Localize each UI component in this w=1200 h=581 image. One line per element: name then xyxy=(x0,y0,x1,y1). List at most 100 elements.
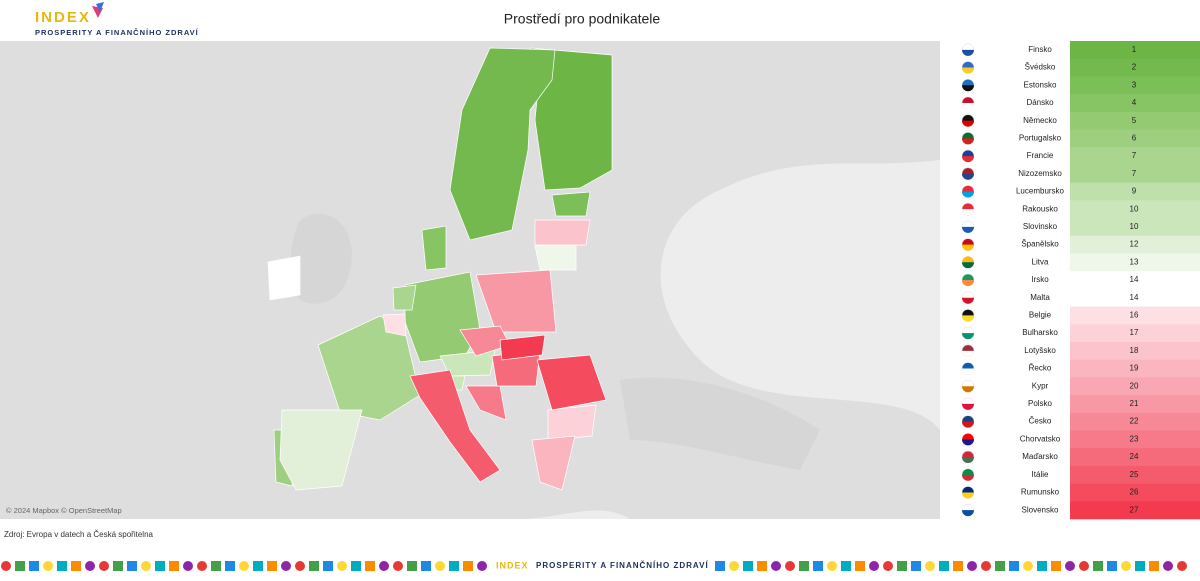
flag xyxy=(962,85,974,92)
footer-icon xyxy=(1135,561,1145,571)
land xyxy=(620,377,820,470)
rank-value: 2 xyxy=(1132,63,1137,72)
footer-icon xyxy=(1009,561,1019,571)
flag xyxy=(962,510,974,517)
footer-icon xyxy=(141,561,151,571)
country-name: Belgie xyxy=(1029,311,1052,320)
rank-value: 18 xyxy=(1130,346,1139,355)
flag xyxy=(962,67,974,74)
footer-icon xyxy=(435,561,445,571)
country-name: Itálie xyxy=(1032,470,1049,479)
rank-value: 12 xyxy=(1130,240,1139,249)
rank-cell xyxy=(1070,359,1200,378)
footer-icon xyxy=(99,561,109,571)
footer-icon xyxy=(1107,561,1117,571)
flag xyxy=(962,350,974,357)
flag xyxy=(962,226,974,233)
footer-icon xyxy=(1121,561,1131,571)
country-name: Švédsko xyxy=(1025,63,1056,72)
footer-icon xyxy=(813,561,823,571)
rank-cell xyxy=(1070,200,1200,219)
footer-icon xyxy=(1065,561,1075,571)
footer-icon xyxy=(57,561,67,571)
rank-cell xyxy=(1070,465,1200,484)
rank-cell xyxy=(1070,58,1200,77)
country-name: Litva xyxy=(1032,257,1049,266)
flag xyxy=(962,457,974,464)
footer-icon xyxy=(799,561,809,571)
flag xyxy=(962,280,974,286)
country-area xyxy=(536,354,607,411)
country-name: Bulharsko xyxy=(1022,328,1058,337)
country-area xyxy=(534,241,577,271)
footer-icon xyxy=(715,561,725,571)
rank-value: 14 xyxy=(1130,293,1139,302)
footer-icon xyxy=(253,561,263,571)
country-name: Slovinsko xyxy=(1023,222,1058,231)
country-area xyxy=(267,255,301,301)
country-area xyxy=(547,404,597,441)
footer-icon xyxy=(883,561,893,571)
footer-icon xyxy=(365,561,375,571)
footer-icon xyxy=(841,561,851,571)
rank-value: 10 xyxy=(1130,222,1139,231)
footer-logo: INDEX xyxy=(496,560,529,570)
footer-icon xyxy=(939,561,949,571)
footer-icon xyxy=(309,561,319,571)
footer-icon xyxy=(197,561,207,571)
flag xyxy=(962,315,974,322)
footer-icon xyxy=(113,561,123,571)
footer-icon xyxy=(1093,561,1103,571)
country-name: Maďarsko xyxy=(1022,452,1058,461)
rank-cell xyxy=(1070,395,1200,414)
flag xyxy=(962,191,974,198)
footer-icon xyxy=(281,561,291,571)
rank-value: 25 xyxy=(1130,470,1139,479)
footer-icon xyxy=(85,561,95,571)
rank-value: 19 xyxy=(1130,364,1139,373)
country-name: Řecko xyxy=(1029,364,1052,373)
land xyxy=(290,213,352,304)
rank-cell xyxy=(1070,288,1200,307)
country-name: Kypr xyxy=(1032,381,1049,390)
footer-icon xyxy=(15,561,25,571)
rank-value: 6 xyxy=(1132,133,1137,142)
country-name: Malta xyxy=(1030,293,1050,302)
flag xyxy=(962,138,974,145)
footer-icon xyxy=(393,561,403,571)
country-name: Francie xyxy=(1027,151,1054,160)
footer-icon xyxy=(785,561,795,571)
footer-icon xyxy=(127,561,137,571)
footer-icon xyxy=(953,561,963,571)
flag xyxy=(962,368,974,375)
footer-icon xyxy=(1,561,11,571)
country-name: Rumunsko xyxy=(1021,488,1060,497)
flag xyxy=(962,403,974,410)
rank-value: 24 xyxy=(1130,452,1139,461)
country-name: Polsko xyxy=(1028,399,1053,408)
footer-icon xyxy=(1177,561,1187,571)
footer-icon xyxy=(477,561,487,571)
country-name: Finsko xyxy=(1028,45,1052,54)
rank-value: 26 xyxy=(1130,488,1139,497)
footer-icon xyxy=(239,561,249,571)
rank-cell xyxy=(1070,235,1200,254)
footer-icon xyxy=(967,561,977,571)
rank-value: 9 xyxy=(1132,187,1137,196)
rank-cell xyxy=(1070,430,1200,449)
rank-value: 20 xyxy=(1130,381,1139,390)
flag xyxy=(962,333,974,340)
logo: INDEX xyxy=(35,9,91,26)
rank-value: 4 xyxy=(1132,98,1137,107)
footer-icon xyxy=(1023,561,1033,571)
country-area xyxy=(475,269,557,333)
country-area xyxy=(279,409,363,491)
footer-icon xyxy=(771,561,781,571)
country-name: Lotyšsko xyxy=(1024,346,1056,355)
rank-cell xyxy=(1070,306,1200,325)
footer-icon xyxy=(757,561,767,571)
flag xyxy=(962,492,974,499)
country-area xyxy=(409,369,501,483)
